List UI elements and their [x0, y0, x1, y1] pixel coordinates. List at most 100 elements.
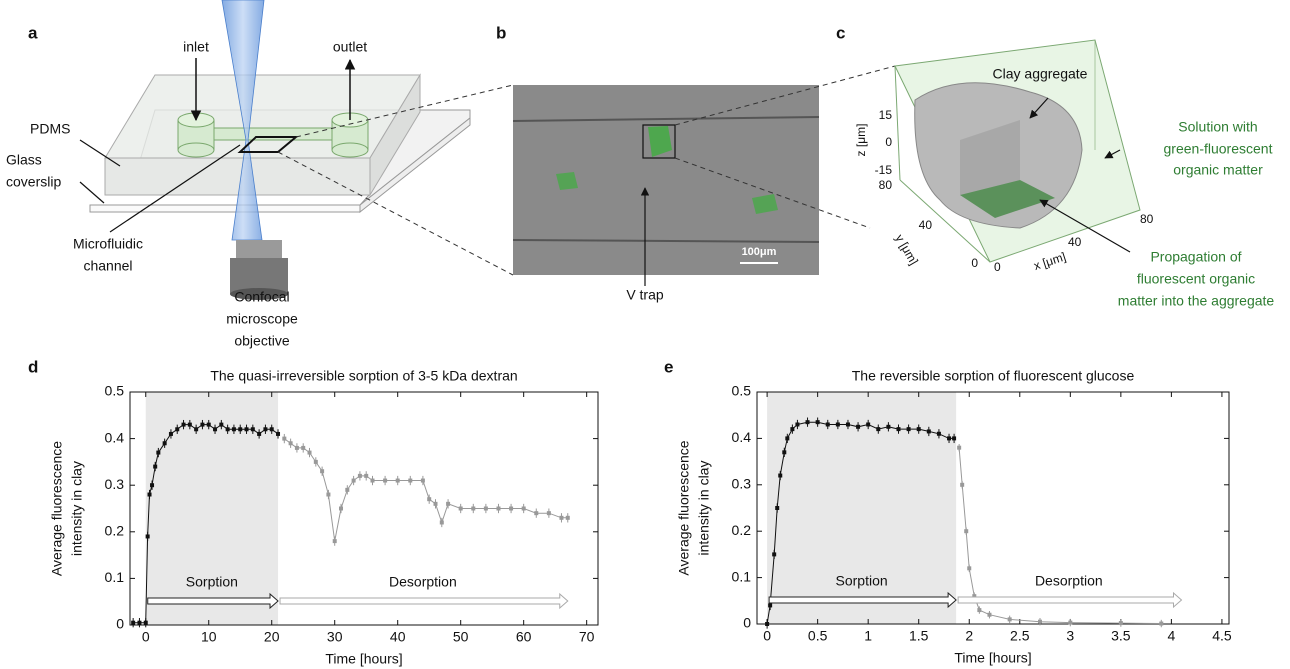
chart-title: The reversible sorption of fluorescent g… — [852, 368, 1135, 384]
data-point — [143, 620, 148, 625]
data-point — [156, 450, 161, 455]
data-point — [339, 506, 344, 511]
tick-label: 80 — [1140, 212, 1154, 226]
data-point — [960, 482, 965, 487]
y-tick-label: 0.1 — [732, 568, 752, 584]
x-tick-label: 60 — [516, 629, 532, 645]
data-point — [496, 506, 501, 511]
data-point — [446, 501, 451, 506]
x-tick-label: 1.5 — [909, 628, 929, 644]
data-point — [947, 436, 952, 441]
data-point — [805, 420, 810, 425]
plot-frame — [129, 391, 599, 626]
data-point — [320, 469, 325, 474]
data-point — [483, 506, 488, 511]
data-point — [964, 529, 969, 534]
x-axis-label: Time [hours] — [954, 650, 1031, 666]
data-point — [238, 427, 243, 432]
y-tick-label: 0.4 — [732, 429, 752, 445]
panel-label: a — [28, 23, 38, 42]
data-point — [250, 427, 255, 432]
data-point — [906, 427, 911, 432]
data-point — [987, 612, 992, 617]
data-point — [282, 436, 287, 441]
label: Clay aggregate — [993, 66, 1088, 82]
data-point — [1068, 620, 1073, 625]
data-point — [521, 506, 526, 511]
tick-label: 80 — [879, 178, 893, 192]
data-point — [866, 422, 871, 427]
data-point — [534, 511, 539, 516]
sorption-shade — [145, 392, 279, 625]
x-tick-label: 0 — [142, 629, 150, 645]
data-point — [546, 511, 551, 516]
label: channel — [83, 258, 132, 274]
data-point — [775, 506, 780, 510]
y-tick-label: 0.3 — [105, 476, 125, 492]
data-point — [1118, 621, 1123, 626]
data-point — [509, 506, 514, 511]
x-tick-label: 3 — [1066, 628, 1074, 644]
x-tick-label: 4.5 — [1212, 628, 1232, 644]
data-point — [916, 427, 921, 432]
data-point — [276, 431, 281, 436]
data-point — [131, 620, 136, 625]
data-point — [765, 622, 770, 626]
data-point — [357, 473, 362, 478]
x-tick-label: 10 — [201, 629, 217, 645]
device-schematic — [79, 0, 514, 300]
data-point — [845, 422, 850, 427]
data-point — [782, 450, 787, 455]
data-point — [458, 506, 463, 511]
x-tick-label: 70 — [579, 629, 595, 645]
data-point — [219, 422, 224, 427]
axis-label: x [μm] — [1032, 249, 1068, 272]
y-tick-label: 0.4 — [105, 429, 125, 445]
x-tick-label: 0 — [763, 628, 771, 644]
label: green-fluorescent — [1164, 141, 1273, 157]
aggregate-3d — [894, 39, 1141, 263]
span-label: Desorption — [389, 574, 457, 590]
data-point — [795, 422, 800, 427]
x-tick-label: 4 — [1167, 628, 1175, 644]
data-point — [288, 441, 293, 446]
label: Solution with — [1178, 119, 1257, 135]
label: Microfluidic — [73, 236, 143, 252]
span-label: Sorption — [186, 574, 238, 590]
data-point — [1037, 619, 1042, 624]
data-point — [307, 450, 312, 455]
data-point — [244, 427, 249, 432]
data-point — [785, 436, 790, 441]
data-point — [977, 608, 982, 613]
y-axis-label: Average fluorescence — [676, 440, 692, 575]
data-point — [181, 422, 186, 427]
data-point — [162, 441, 167, 446]
data-line — [958, 447, 1162, 624]
data-point — [168, 431, 173, 436]
data-point — [150, 483, 155, 488]
data-point — [835, 422, 840, 427]
span-label: Sorption — [836, 573, 888, 589]
data-point — [896, 427, 901, 432]
data-point — [778, 473, 783, 478]
panel-label: d — [28, 357, 38, 376]
data-point — [790, 427, 795, 432]
data-point — [768, 603, 773, 608]
y-axis-label: Average fluorescence — [49, 441, 65, 576]
y-tick-label: 0.2 — [732, 522, 752, 538]
x-tick-label: 2 — [965, 628, 973, 644]
data-point — [471, 506, 476, 511]
tick-label: 0 — [994, 260, 1001, 274]
data-point — [972, 594, 977, 599]
data-point — [815, 420, 820, 425]
data-point — [565, 515, 570, 520]
scale-bar-label: 100μm — [742, 246, 777, 258]
data-point — [559, 515, 564, 520]
y-tick-label: 0.1 — [105, 569, 125, 585]
y-tick-label: 0.5 — [732, 383, 752, 399]
label: objective — [234, 333, 289, 349]
x-tick-label: 1 — [864, 628, 872, 644]
label: matter into the aggregate — [1118, 293, 1275, 309]
data-point — [200, 422, 205, 427]
data-point — [886, 424, 891, 429]
